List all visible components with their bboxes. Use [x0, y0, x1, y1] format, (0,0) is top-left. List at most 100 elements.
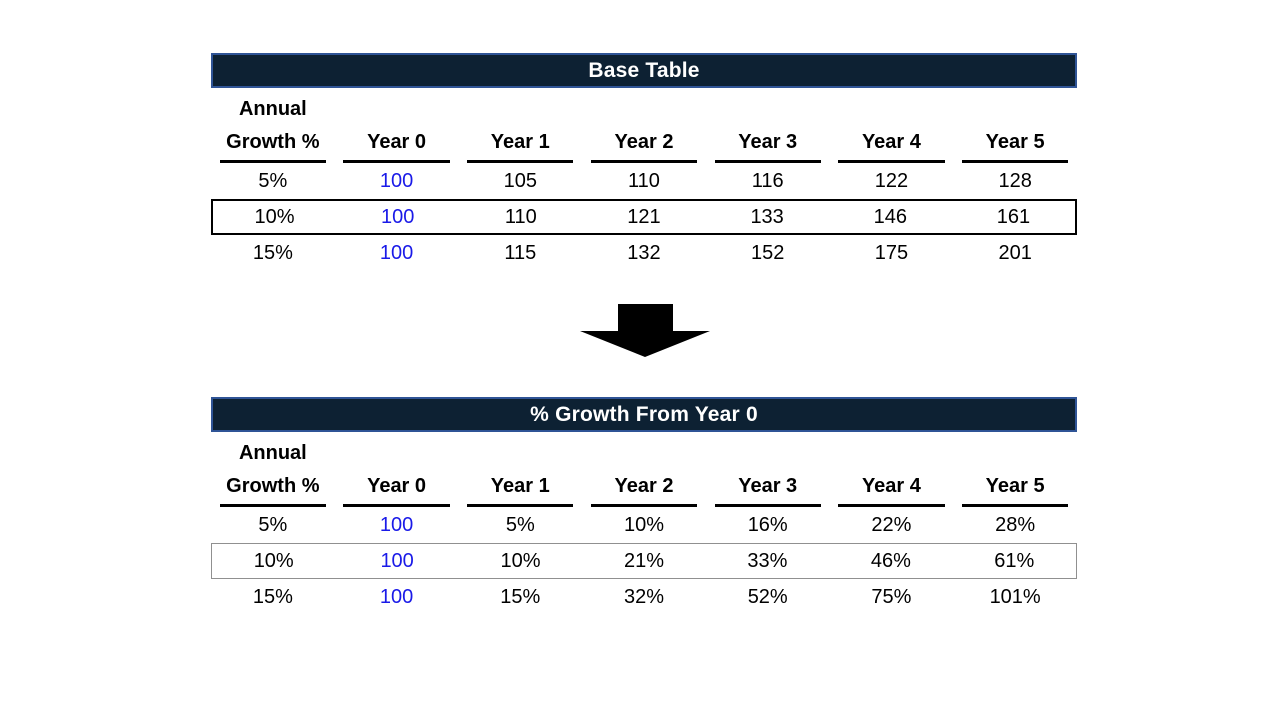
table-row-15pct: 15% 100 15% 32% 52% 75% 101%	[211, 579, 1077, 615]
cell-year1: 110	[504, 205, 537, 228]
header-underline	[467, 160, 574, 163]
column-header-label: Year 0	[367, 131, 427, 153]
column-header-year2: Year 2	[582, 126, 706, 163]
header-underline	[343, 160, 450, 163]
column-header-year5: Year 5	[953, 470, 1077, 507]
cell-year1: 15%	[500, 585, 541, 608]
cell-year3: 116	[751, 169, 784, 192]
cell-year3: 16%	[747, 513, 788, 536]
row-label: 10%	[253, 549, 294, 572]
cell-year5: 61%	[994, 549, 1035, 572]
base-table: Base Table Annual Growth % Year 0 Year 1…	[211, 53, 1077, 271]
cell-year2: 110	[628, 169, 660, 192]
column-header-year2: Year 2	[582, 470, 706, 507]
cell-year4: 46%	[870, 549, 911, 572]
table-row-10pct-highlighted: 10% 100 110 121 133 146 161	[211, 199, 1077, 235]
column-header-label: Year 4	[861, 131, 921, 153]
header-underline	[590, 160, 698, 163]
table-row-10pct-highlighted: 10% 100 10% 21% 33% 46% 61%	[211, 543, 1077, 579]
header-underline	[714, 504, 821, 507]
column-header-label: Year 3	[738, 475, 798, 497]
column-header-label: Year 0	[367, 475, 427, 497]
column-header-label: Year 5	[985, 475, 1045, 497]
row-header-line1: Annual	[238, 98, 307, 120]
header-underline	[343, 504, 450, 507]
cell-year2: 21%	[623, 549, 664, 572]
row-header-line2: Growth %	[226, 131, 320, 153]
cell-year5: 161	[996, 205, 1031, 228]
cell-year2: 132	[627, 241, 661, 264]
column-header-label: Year 5	[985, 131, 1045, 153]
column-header-year1: Year 1	[458, 470, 582, 507]
cell-year0: 100	[379, 241, 414, 264]
column-header-year0: Year 0	[335, 126, 459, 163]
cell-year4: 122	[874, 169, 909, 192]
column-header-year4: Year 4	[830, 470, 954, 507]
header-underline	[714, 160, 821, 163]
table-row-5pct: 5% 100 105 110 116 122 128	[211, 163, 1077, 199]
down-arrow-icon	[580, 304, 710, 357]
row-label: 5%	[258, 513, 288, 536]
table-row-5pct: 5% 100 5% 10% 16% 22% 28%	[211, 507, 1077, 543]
header-underline	[219, 160, 327, 163]
row-header-annual-growth: Annual Growth %	[211, 93, 335, 163]
row-label: 15%	[252, 585, 293, 608]
down-arrow-head	[580, 331, 710, 357]
cell-year1: 10%	[500, 549, 541, 572]
row-header-annual-growth: Annual Growth %	[211, 437, 335, 507]
cell-year0: 100	[379, 513, 414, 536]
cell-year3: 33%	[747, 549, 788, 572]
cell-year5: 128	[998, 169, 1032, 192]
header-underline	[838, 160, 945, 163]
cell-year2: 121	[627, 205, 661, 228]
cell-year1: 5%	[505, 513, 535, 536]
cell-year4: 75%	[871, 585, 912, 608]
column-header-label: Year 3	[738, 131, 798, 153]
column-header-year5: Year 5	[953, 126, 1077, 163]
cell-year0: 100	[379, 585, 414, 608]
header-underline	[961, 504, 1069, 507]
column-header-label: Year 2	[614, 131, 674, 153]
row-header-line1: Annual	[238, 442, 307, 464]
header-underline	[219, 504, 327, 507]
header-underline	[961, 160, 1069, 163]
column-header-year1: Year 1	[458, 126, 582, 163]
growth-table-header-row: Annual Growth % Year 0 Year 1 Year 2 Yea…	[211, 432, 1077, 507]
column-header-year4: Year 4	[830, 126, 954, 163]
cell-year4: 146	[873, 205, 907, 228]
cell-year3: 133	[750, 205, 784, 228]
table-row-15pct: 15% 100 115 132 152 175 201	[211, 235, 1077, 271]
column-header-year0: Year 0	[335, 470, 459, 507]
base-table-title: Base Table	[588, 58, 700, 82]
cell-year4: 175	[874, 241, 909, 264]
row-label: 5%	[258, 169, 288, 192]
growth-from-year0-table: % Growth From Year 0 Annual Growth % Yea…	[211, 397, 1077, 615]
column-header-label: Year 4	[861, 475, 921, 497]
row-label: 10%	[254, 205, 295, 228]
cell-year0: 100	[380, 549, 414, 572]
cell-year5: 28%	[995, 513, 1036, 536]
cell-year5: 101%	[989, 585, 1041, 608]
column-header-label: Year 1	[490, 475, 550, 497]
growth-table-title: % Growth From Year 0	[530, 402, 758, 426]
cell-year0: 100	[379, 169, 414, 192]
header-underline	[838, 504, 945, 507]
row-label: 15%	[252, 241, 293, 264]
row-header-line2: Growth %	[226, 475, 320, 497]
header-underline	[590, 504, 698, 507]
base-table-header-row: Annual Growth % Year 0 Year 1 Year 2 Yea…	[211, 88, 1077, 163]
growth-table-title-bar: % Growth From Year 0	[211, 397, 1077, 432]
cell-year3: 152	[751, 241, 785, 264]
cell-year1: 115	[504, 241, 537, 264]
cell-year5: 201	[998, 241, 1032, 264]
cell-year4: 22%	[871, 513, 912, 536]
down-arrow-stem	[617, 304, 673, 331]
cell-year2: 10%	[623, 513, 664, 536]
column-header-label: Year 1	[490, 131, 550, 153]
cell-year2: 32%	[623, 585, 664, 608]
column-header-year3: Year 3	[706, 126, 830, 163]
base-table-title-bar: Base Table	[211, 53, 1077, 88]
header-underline	[467, 504, 574, 507]
cell-year0: 100	[381, 205, 415, 228]
